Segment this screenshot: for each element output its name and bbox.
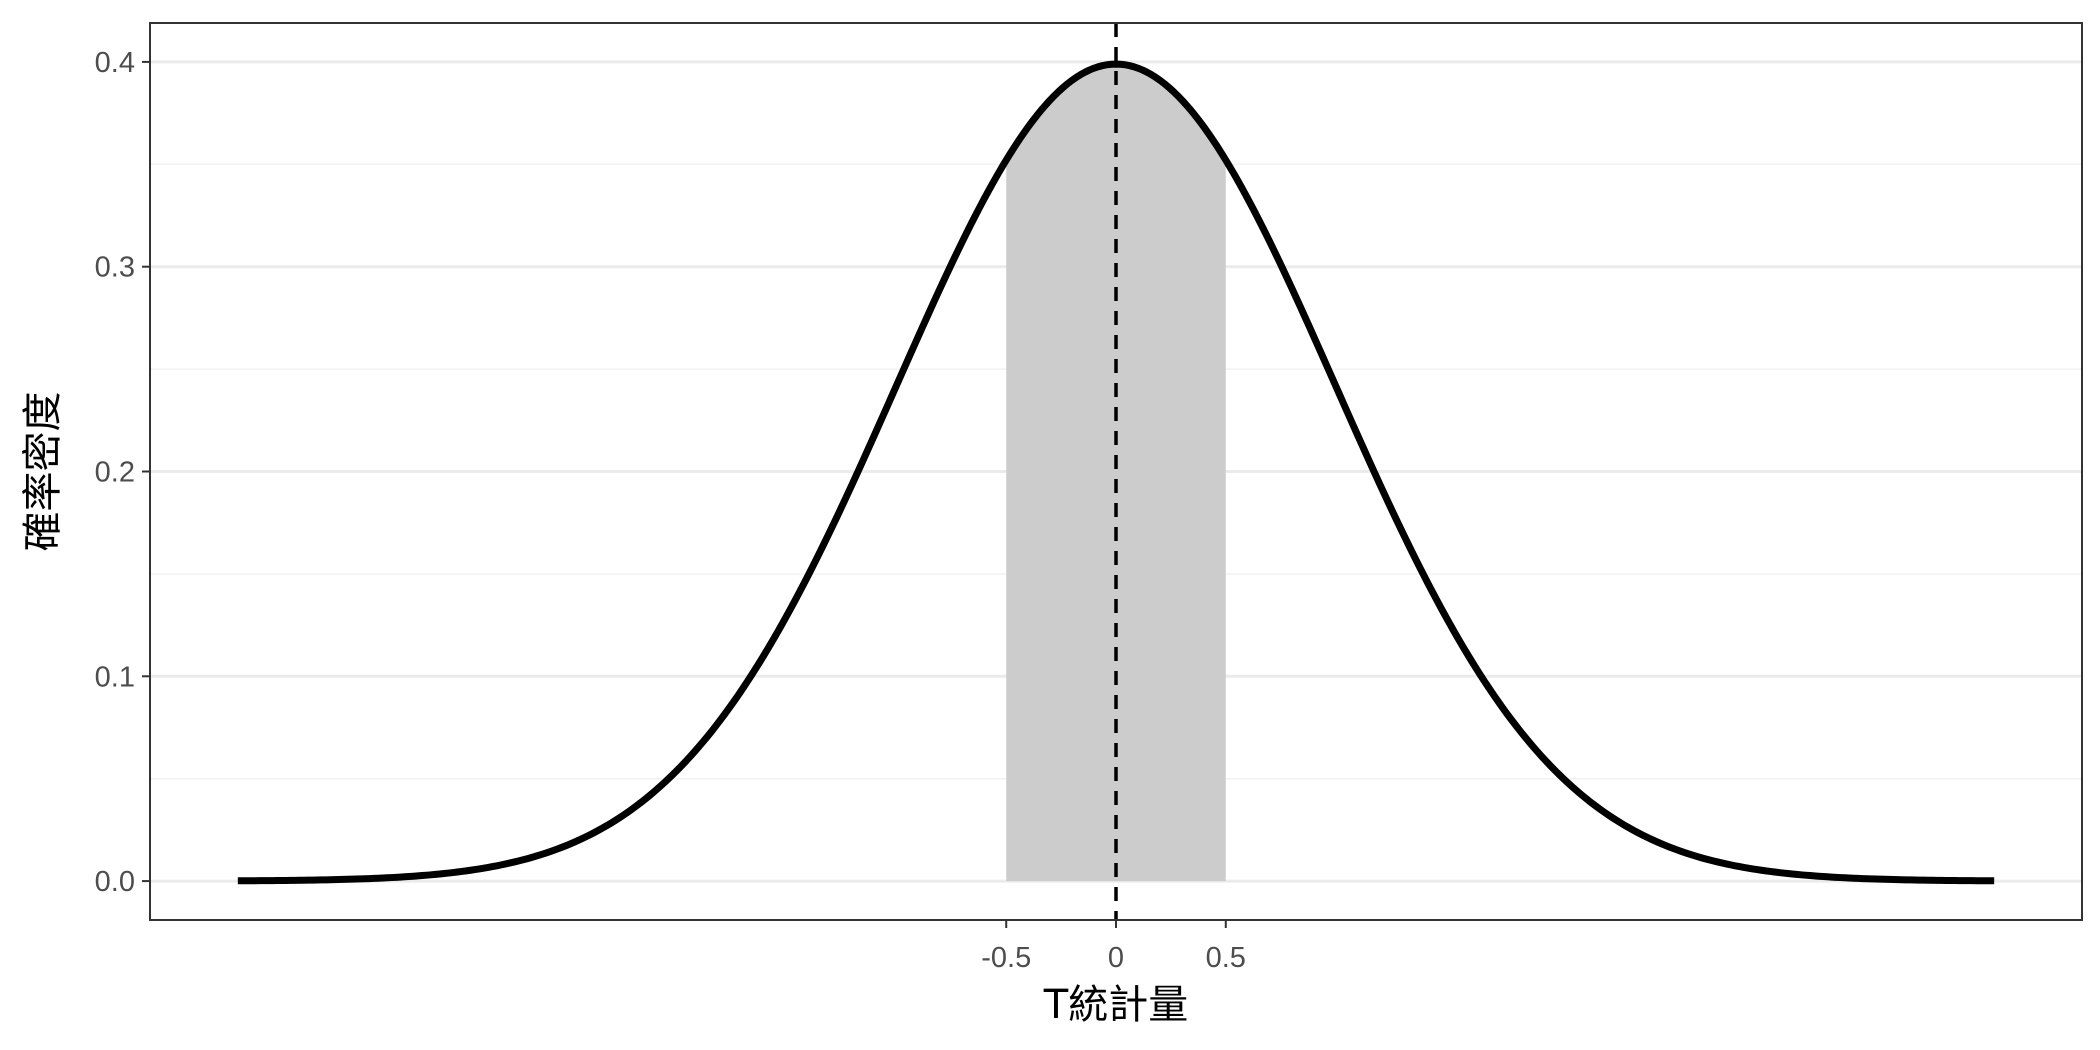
density-curve-layer — [237, 60, 1995, 885]
x-tick-label: 0 — [1108, 942, 1124, 974]
x-axis-title: T統計量 — [1043, 982, 1188, 1028]
x-tick-label: 0.5 — [1206, 942, 1246, 974]
density-curve — [237, 60, 1995, 885]
y-tick-label: 0.3 — [95, 252, 135, 284]
y-tick-label: 0.0 — [95, 866, 135, 898]
y-tick-label: 0.1 — [95, 661, 135, 693]
x-tick-label: -0.5 — [981, 942, 1031, 974]
y-axis-title: 確率密度 — [20, 392, 66, 552]
shaded-region — [1006, 64, 1226, 882]
x-axis: -0.5 0 0.5 — [981, 920, 1246, 974]
y-tick-label: 0.2 — [95, 457, 135, 489]
shaded-region-layer — [1006, 64, 1226, 882]
y-tick-label: 0.4 — [95, 47, 135, 79]
y-axis: 0.0 0.1 0.2 0.3 0.4 — [95, 47, 150, 898]
